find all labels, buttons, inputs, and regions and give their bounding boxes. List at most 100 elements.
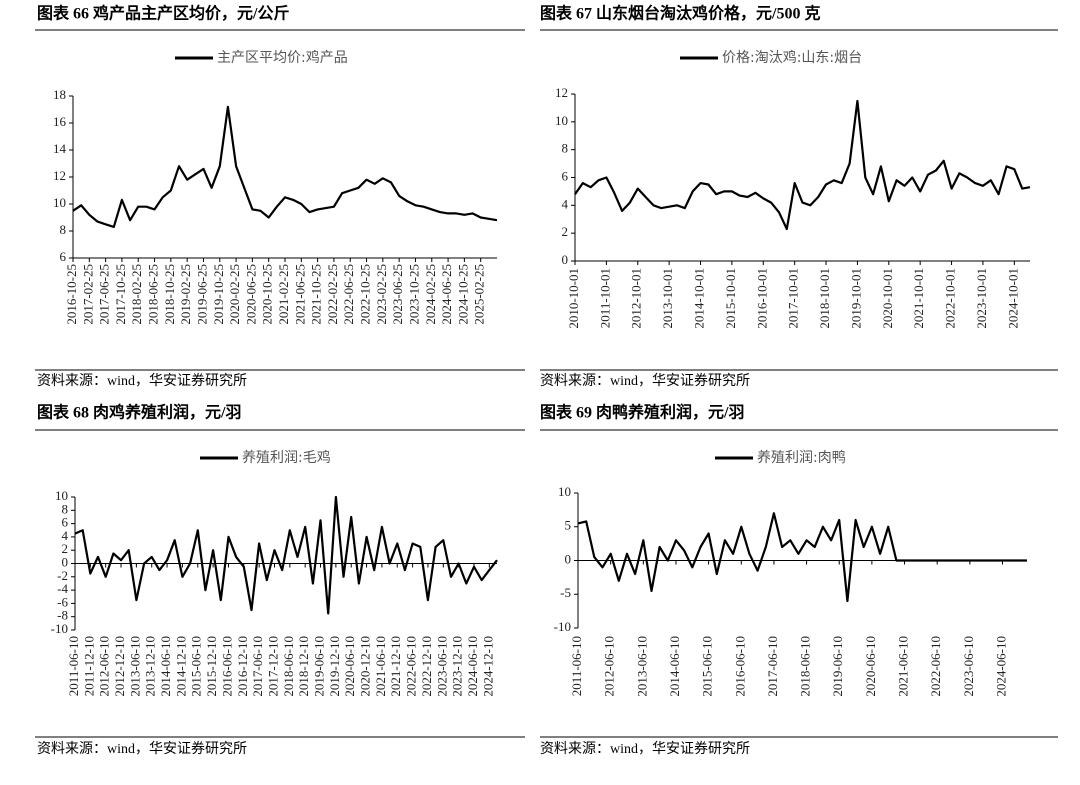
x-tick-label: 2021-12-10 xyxy=(388,636,403,697)
x-tick-label: 2021-06-10 xyxy=(373,636,388,697)
x-tick-label: 2023-06-10 xyxy=(961,636,976,697)
y-tick-label: 4 xyxy=(62,528,69,543)
x-tick-label: 2019-06-10 xyxy=(312,636,327,697)
x-tick-label: 2020-10-25 xyxy=(260,264,275,325)
x-tick-label: 2016-12-10 xyxy=(235,636,250,697)
x-tick-label: 2014-06-10 xyxy=(667,636,682,697)
x-tick-label: 2023-10-01 xyxy=(974,268,989,329)
x-tick-label: 2011-10-01 xyxy=(597,268,612,328)
source: 资料来源：wind，华安证券研究所 xyxy=(540,373,750,389)
y-tick-label: 16 xyxy=(53,114,67,129)
x-tick-label: 2018-06-10 xyxy=(798,636,813,697)
x-tick-label: 2016-06-10 xyxy=(219,636,234,697)
x-tick-label: 2013-06-10 xyxy=(634,636,649,697)
y-tick-label: 10 xyxy=(55,488,68,503)
legend-label: 价格:淘汰鸡:山东:烟台 xyxy=(722,49,862,66)
y-tick-label: -6 xyxy=(57,594,68,609)
x-tick-label: 2022-02-25 xyxy=(325,264,340,325)
x-tick-label: 2020-06-25 xyxy=(243,264,258,325)
x-tick-label: 2012-06-10 xyxy=(97,636,112,697)
y-tick-label: 0 xyxy=(62,554,69,569)
x-tick-label: 2023-12-10 xyxy=(450,636,465,697)
y-tick-label: -2 xyxy=(57,568,68,583)
x-tick-label: 2014-12-10 xyxy=(173,636,188,697)
y-tick-label: 12 xyxy=(53,168,66,183)
y-tick-label: 2 xyxy=(562,224,569,239)
y-tick-label: 4 xyxy=(562,196,569,211)
x-tick-label: 2024-06-10 xyxy=(465,636,480,697)
x-tick-label: 2024-06-25 xyxy=(439,264,454,325)
x-tick-label: 2023-06-10 xyxy=(434,636,449,697)
y-tick-label: -10 xyxy=(51,621,68,636)
x-tick-label: 2025-02-25 xyxy=(472,264,487,325)
x-tick-label: 2024-02-25 xyxy=(423,264,438,325)
x-tick-label: 2018-02-25 xyxy=(129,264,144,325)
x-tick-label: 2022-06-25 xyxy=(341,264,356,325)
y-tick-label: 10 xyxy=(558,484,571,499)
x-tick-label: 2020-12-10 xyxy=(358,636,373,697)
x-tick-label: 2015-10-01 xyxy=(723,268,738,329)
x-tick-label: 2018-06-10 xyxy=(281,636,296,697)
x-tick-label: 2023-10-25 xyxy=(406,264,421,325)
x-tick-label: 2012-06-10 xyxy=(602,636,617,697)
x-tick-label: 2015-12-10 xyxy=(204,636,219,697)
x-tick-label: 2022-10-01 xyxy=(943,268,958,329)
x-tick-label: 2021-10-01 xyxy=(911,268,926,329)
x-tick-label: 2011-12-10 xyxy=(81,636,96,696)
x-tick-label: 2020-06-10 xyxy=(863,636,878,697)
data-line xyxy=(577,512,1027,603)
y-tick-label: 5 xyxy=(565,518,572,533)
x-tick-label: 2019-10-01 xyxy=(848,268,863,329)
x-tick-label: 2021-06-25 xyxy=(292,264,307,325)
x-tick-label: 2017-06-10 xyxy=(765,636,780,697)
x-tick-label: 2010-10-01 xyxy=(566,268,581,329)
chart-title: 图表 67 山东烟台淘汰鸡价格，元/500 克 xyxy=(540,4,820,23)
y-tick-label: 6 xyxy=(562,168,569,183)
y-tick-label: 14 xyxy=(53,141,67,156)
data-line xyxy=(74,495,498,615)
x-tick-label: 2016-06-10 xyxy=(732,636,747,697)
x-tick-label: 2018-12-10 xyxy=(296,636,311,697)
chart-title: 图表 68 肉鸡养殖利润，元/羽 xyxy=(37,403,241,422)
x-tick-label: 2017-10-25 xyxy=(113,264,128,325)
x-tick-label: 2021-06-10 xyxy=(896,636,911,697)
x-tick-label: 2019-10-25 xyxy=(211,264,226,325)
x-tick-label: 2023-02-25 xyxy=(374,264,389,325)
x-tick-label: 2015-06-10 xyxy=(700,636,715,697)
x-tick-label: 2022-10-25 xyxy=(358,264,373,325)
legend-label: 养殖利润:毛鸡 xyxy=(242,449,331,466)
x-tick-label: 2021-02-25 xyxy=(276,264,291,325)
data-line xyxy=(72,105,498,228)
y-tick-label: 0 xyxy=(562,252,569,267)
x-tick-label: 2019-02-25 xyxy=(178,264,193,325)
x-tick-label: 2013-10-01 xyxy=(660,268,675,329)
x-tick-label: 2018-06-25 xyxy=(146,264,161,325)
x-tick-label: 2012-10-01 xyxy=(629,268,644,329)
y-tick-label: -10 xyxy=(554,619,571,634)
y-tick-label: 8 xyxy=(562,141,569,156)
x-tick-label: 2022-12-10 xyxy=(419,636,434,697)
y-tick-label: 2 xyxy=(62,541,69,556)
y-tick-label: 8 xyxy=(60,222,67,237)
x-tick-label: 2022-06-10 xyxy=(928,636,943,697)
y-tick-label: 12 xyxy=(555,85,568,100)
x-tick-label: 2017-06-25 xyxy=(97,264,112,325)
x-tick-label: 2013-12-10 xyxy=(143,636,158,697)
x-tick-label: 2019-12-10 xyxy=(327,636,342,697)
source: 资料来源：wind，华安证券研究所 xyxy=(37,373,247,389)
x-tick-label: 2012-12-10 xyxy=(112,636,127,697)
x-tick-label: 2017-10-01 xyxy=(786,268,801,329)
x-tick-label: 2020-10-01 xyxy=(880,268,895,329)
x-tick-label: 2019-06-25 xyxy=(194,264,209,325)
legend-label: 主产区平均价:鸡产品 xyxy=(217,49,348,66)
legend-label: 养殖利润:肉鸭 xyxy=(757,449,846,466)
y-tick-label: 8 xyxy=(62,501,69,516)
x-tick-label: 2024-10-25 xyxy=(455,264,470,325)
x-tick-label: 2023-06-25 xyxy=(390,264,405,325)
x-tick-label: 2017-12-10 xyxy=(265,636,280,697)
x-tick-label: 2015-06-10 xyxy=(189,636,204,697)
chart-title: 图表 66 鸡产品主产区均价，元/公斤 xyxy=(37,4,289,23)
source: 资料来源：wind，华安证券研究所 xyxy=(37,741,247,757)
x-tick-label: 2014-06-10 xyxy=(158,636,173,697)
